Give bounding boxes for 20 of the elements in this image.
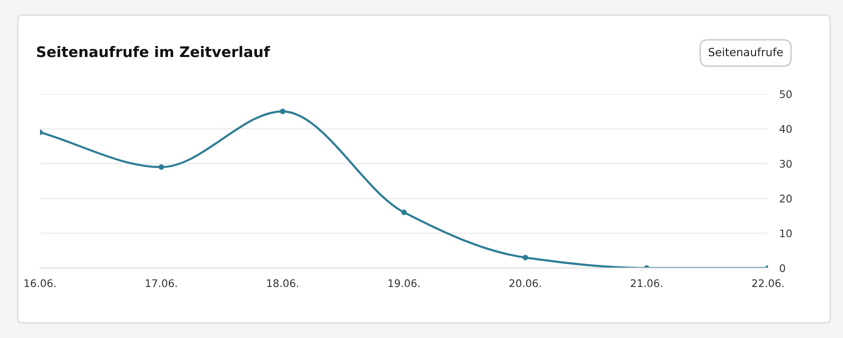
y-tick-label: 10: [780, 229, 792, 238]
point: [401, 210, 407, 216]
x-tick-label: 19.06.: [388, 279, 420, 288]
x-tick-label: 20.06.: [510, 279, 541, 288]
y-tick-label: 30: [780, 160, 792, 168]
x-tick-label: 18.06.: [267, 279, 298, 288]
y-tick-label: 20: [780, 194, 792, 203]
y-tick-label: 0: [780, 264, 786, 272]
y-tick-label: 50: [780, 90, 792, 98]
line-series: [40, 108, 768, 268]
x-tick-label: 16.06.: [24, 279, 56, 288]
chart-title: Seitenaufrufe im Zeitverlauf: [37, 46, 270, 58]
point: [158, 164, 164, 170]
text: Seitenaufrufe: [708, 48, 783, 56]
x-tick-label: 17.06.: [146, 279, 177, 288]
point: [522, 254, 528, 260]
y-tick-label: 40: [780, 125, 792, 133]
x-tick-label: 22.06.: [752, 279, 784, 288]
point: [280, 108, 286, 114]
x-tick-label: 21.06.: [630, 279, 662, 288]
